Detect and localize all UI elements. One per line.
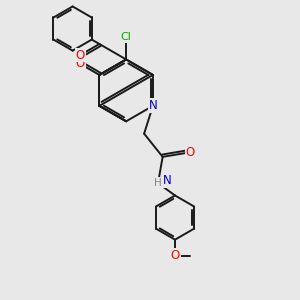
- Text: O: O: [170, 249, 180, 262]
- Text: H: H: [154, 178, 162, 188]
- Text: N: N: [148, 99, 157, 112]
- Text: N: N: [163, 174, 171, 187]
- Text: Cl: Cl: [121, 32, 132, 42]
- Text: O: O: [76, 49, 85, 62]
- Text: O: O: [186, 146, 195, 159]
- Text: O: O: [76, 57, 85, 70]
